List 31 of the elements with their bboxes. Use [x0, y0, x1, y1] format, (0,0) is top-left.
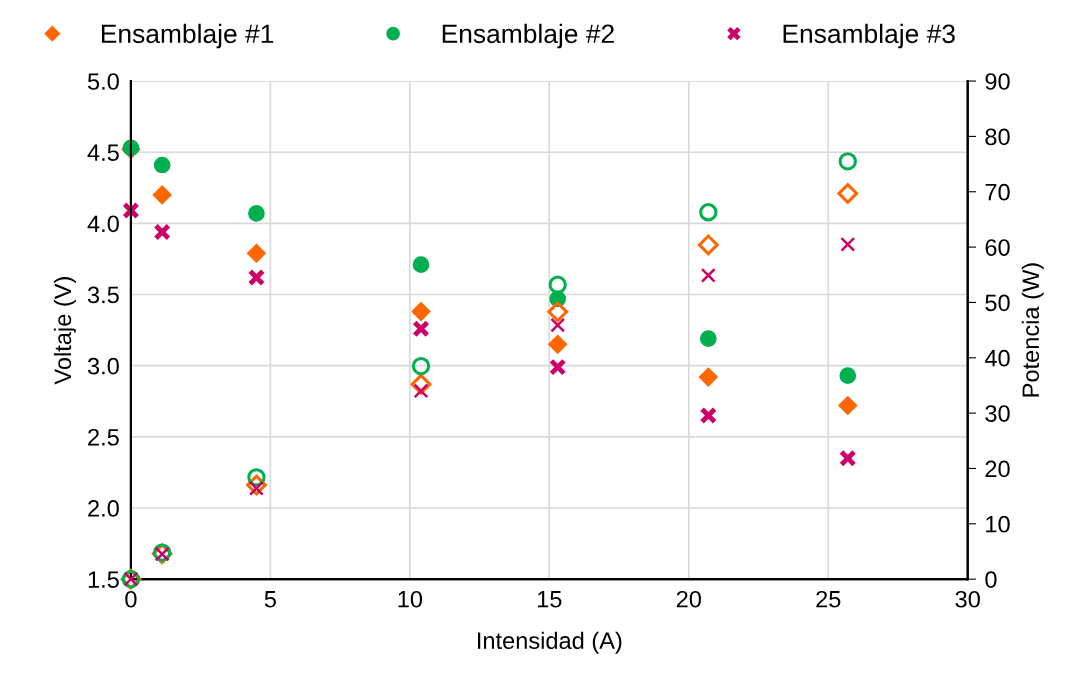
y2-axis-title: Potencia (W): [1021, 263, 1044, 397]
x-tick-label: 5: [264, 591, 276, 608]
y2-tick-label: 50: [985, 294, 1010, 312]
y-tick-label: 3.5: [87, 286, 119, 304]
y2-tick-label: 90: [985, 73, 1010, 90]
x-tick-label: 15: [537, 591, 562, 608]
legend-label: Ensamblaje #2: [442, 23, 614, 49]
y-tick-label: 4.0: [87, 215, 119, 233]
x-tick-label: 30: [955, 590, 980, 608]
x-tick-label: 20: [676, 590, 701, 608]
y2-tick-label: 70: [985, 183, 1010, 201]
y-tick-label: 2.5: [88, 428, 119, 446]
y2-tick-label: 20: [985, 460, 1010, 478]
y2-tick-label: 30: [985, 405, 1010, 422]
x-axis-title: Intensidad (A): [478, 631, 622, 654]
y-tick-label: 4.5: [87, 144, 119, 162]
y2-tick-label: 10: [986, 515, 1010, 533]
x-tick-label: 25: [816, 590, 841, 608]
y2-tick-label: 80: [985, 128, 1010, 146]
legend-label: Ensamblaje #1: [101, 23, 274, 49]
y2-tick-label: 60: [985, 239, 1010, 256]
y-axis-title: Voltaje (V): [53, 277, 76, 385]
y-tick-label: 5.0: [87, 73, 119, 90]
x-tick-label: 10: [398, 590, 423, 608]
y-tick-label: 1.5: [88, 571, 119, 588]
x-tick-label: 0: [125, 590, 137, 608]
y2-tick-label: 0: [985, 571, 997, 588]
legend-label: Ensamblaje #3: [783, 23, 955, 49]
y-tick-label: 3.0: [87, 357, 119, 375]
y2-tick-label: 40: [984, 349, 1010, 367]
y-tick-label: 2.0: [88, 500, 119, 517]
